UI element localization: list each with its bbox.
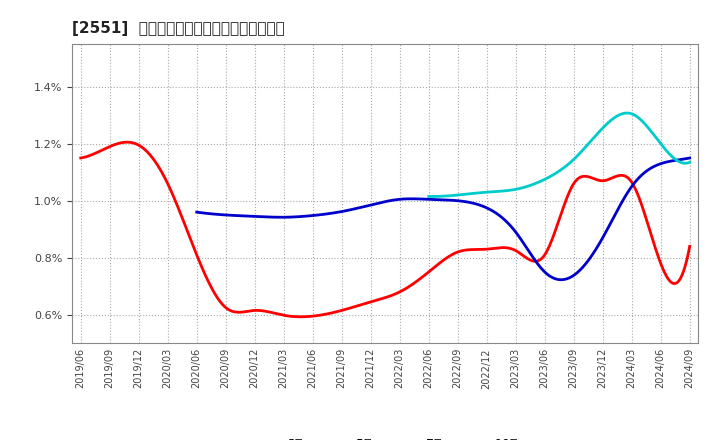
- Legend: 3年, 5年, 7年, 10年: 3年, 5年, 7年, 10年: [247, 433, 523, 440]
- Text: [2551]  経常利益マージンの標準偏差の推移: [2551] 経常利益マージンの標準偏差の推移: [72, 21, 284, 36]
